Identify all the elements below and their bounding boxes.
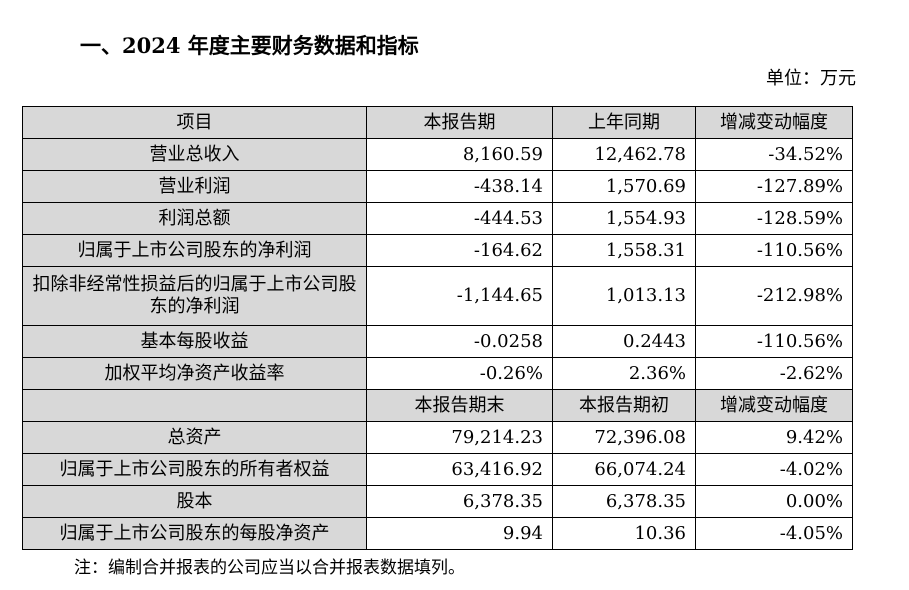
current-value: -444.53 <box>366 202 553 235</box>
row-label: 股本 <box>22 485 367 518</box>
change-value: -110.56% <box>695 325 853 358</box>
change-value: -110.56% <box>695 234 853 267</box>
current-value: -0.26% <box>366 357 553 390</box>
header-cell-period-start: 本报告期初 <box>552 389 696 422</box>
row-label: 归属于上市公司股东的所有者权益 <box>22 453 367 486</box>
prior-value: 1,554.93 <box>552 202 696 235</box>
table-row: 归属于上市公司股东的每股净资产 9.94 10.36 -4.05% <box>22 517 853 550</box>
header-cell-current: 本报告期 <box>366 106 553 139</box>
prior-value: 72,396.08 <box>552 421 696 454</box>
change-value: -4.05% <box>695 517 853 550</box>
header-cell-change: 增减变动幅度 <box>695 106 853 139</box>
row-label: 营业利润 <box>22 170 367 203</box>
unit-label: 单位：万元 <box>766 68 856 89</box>
prior-value: 0.2443 <box>552 325 696 358</box>
table-subheader-row: 本报告期末 本报告期初 增减变动幅度 <box>22 389 853 422</box>
header-cell-item: 项目 <box>22 106 367 139</box>
table-row: 加权平均净资产收益率 -0.26% 2.36% -2.62% <box>22 357 853 390</box>
table-row: 基本每股收益 -0.0258 0.2443 -110.56% <box>22 325 853 358</box>
row-label: 营业总收入 <box>22 138 367 171</box>
prior-value: 1,558.31 <box>552 234 696 267</box>
header-cell-change: 增减变动幅度 <box>695 389 853 422</box>
change-value: 9.42% <box>695 421 853 454</box>
table-row: 股本 6,378.35 6,378.35 0.00% <box>22 485 853 518</box>
current-value: 63,416.92 <box>366 453 553 486</box>
change-value: -4.02% <box>695 453 853 486</box>
current-value: 9.94 <box>366 517 553 550</box>
current-value: -0.0258 <box>366 325 553 358</box>
financial-data-table: 项目 本报告期 上年同期 增减变动幅度 营业总收入 8,160.59 12,46… <box>22 106 853 550</box>
change-value: -212.98% <box>695 266 853 326</box>
table-row: 扣除非经常性损益后的归属于上市公司股东的净利润 -1,144.65 1,013.… <box>22 266 853 326</box>
current-value: 8,160.59 <box>366 138 553 171</box>
row-label: 利润总额 <box>22 202 367 235</box>
table-header-row: 项目 本报告期 上年同期 增减变动幅度 <box>22 106 853 139</box>
header-cell-period-end: 本报告期末 <box>366 389 553 422</box>
current-value: 6,378.35 <box>366 485 553 518</box>
header-cell-empty <box>22 389 367 422</box>
prior-value: 66,074.24 <box>552 453 696 486</box>
change-value: -127.89% <box>695 170 853 203</box>
change-value: -128.59% <box>695 202 853 235</box>
row-label: 扣除非经常性损益后的归属于上市公司股东的净利润 <box>22 266 367 326</box>
table-row: 总资产 79,214.23 72,396.08 9.42% <box>22 421 853 454</box>
row-label: 归属于上市公司股东的每股净资产 <box>22 517 367 550</box>
current-value: -438.14 <box>366 170 553 203</box>
change-value: 0.00% <box>695 485 853 518</box>
prior-value: 6,378.35 <box>552 485 696 518</box>
current-value: -1,144.65 <box>366 266 553 326</box>
prior-value: 2.36% <box>552 357 696 390</box>
table-row: 归属于上市公司股东的所有者权益 63,416.92 66,074.24 -4.0… <box>22 453 853 486</box>
table-row: 利润总额 -444.53 1,554.93 -128.59% <box>22 202 853 235</box>
change-value: -34.52% <box>695 138 853 171</box>
table-row: 营业利润 -438.14 1,570.69 -127.89% <box>22 170 853 203</box>
prior-value: 1,013.13 <box>552 266 696 326</box>
footnote: 注：编制合并报表的公司应当以合并报表数据填列。 <box>74 558 465 578</box>
row-label: 加权平均净资产收益率 <box>22 357 367 390</box>
prior-value: 1,570.69 <box>552 170 696 203</box>
table-row: 归属于上市公司股东的净利润 -164.62 1,558.31 -110.56% <box>22 234 853 267</box>
table-row: 营业总收入 8,160.59 12,462.78 -34.52% <box>22 138 853 171</box>
prior-value: 10.36 <box>552 517 696 550</box>
row-label: 归属于上市公司股东的净利润 <box>22 234 367 267</box>
row-label: 总资产 <box>22 421 367 454</box>
prior-value: 12,462.78 <box>552 138 696 171</box>
section-heading: 一、2024 年度主要财务数据和指标 <box>80 33 419 58</box>
row-label: 基本每股收益 <box>22 325 367 358</box>
current-value: 79,214.23 <box>366 421 553 454</box>
current-value: -164.62 <box>366 234 553 267</box>
change-value: -2.62% <box>695 357 853 390</box>
header-cell-prior: 上年同期 <box>552 106 696 139</box>
